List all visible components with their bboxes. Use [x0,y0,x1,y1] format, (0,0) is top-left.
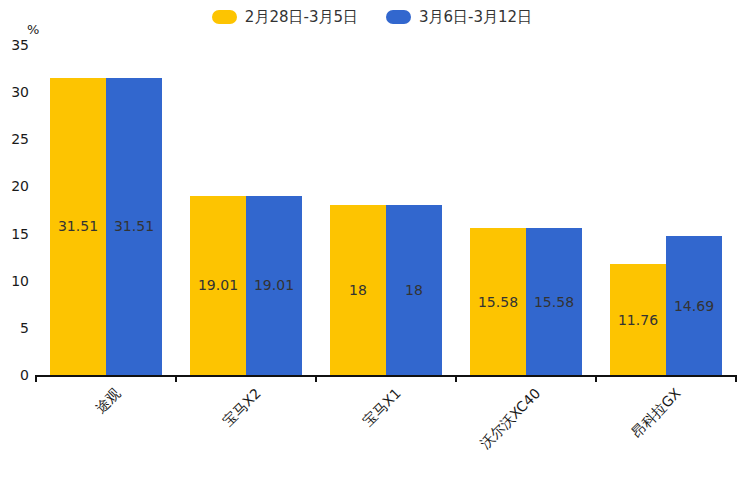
x-axis-tick [175,375,177,382]
x-axis-category-label: 沃尔沃XC40 [477,385,545,453]
bar-value-label: 14.69 [666,298,722,314]
bar-week2-宝马X1: 18 [386,205,442,375]
bar-week2-宝马X2: 19.01 [246,196,302,375]
x-axis-tick [315,375,317,382]
x-axis-tick [455,375,457,382]
y-tick-label: 25 [0,131,29,147]
bar-value-label: 19.01 [246,277,302,293]
bar-chart: 2月28日-3月5日 3月6日-3月12日 % 0 5 10 15 20 25 30 35 31… [0,0,744,496]
bar-week1-宝马X2: 19.01 [190,196,246,375]
y-tick-label: 5 [0,320,29,336]
legend-label-week2: 3月6日-3月12日 [419,8,532,26]
bar-value-label: 18 [330,282,386,298]
bar-value-label: 31.51 [106,218,162,234]
x-axis-tick [735,375,737,382]
bar-week2-途观: 31.51 [106,78,162,375]
bar-week1-昂科拉GX: 11.76 [610,264,666,375]
bar-week2-昂科拉GX: 14.69 [666,236,722,375]
bar-value-label: 31.51 [50,218,106,234]
x-axis-tick [595,375,597,382]
legend-label-week1: 2月28日-3月5日 [245,8,358,26]
bar-week1-途观: 31.51 [50,78,106,375]
x-axis-category-label: 宝马X1 [359,385,405,431]
legend-item-week1[interactable]: 2月28日-3月5日 [212,8,358,26]
y-tick-label: 35 [0,37,29,53]
legend-swatch-blue-icon [386,10,411,24]
y-tick-label: 10 [0,273,29,289]
bar-value-label: 15.58 [526,294,582,310]
x-axis-category-label: 宝马X2 [219,385,265,431]
bar-value-label: 18 [386,282,442,298]
bar-week1-沃尔沃XC40: 15.58 [470,228,526,375]
x-axis-line [36,375,736,377]
legend: 2月28日-3月5日 3月6日-3月12日 [0,8,744,26]
bar-value-label: 19.01 [190,277,246,293]
y-axis-unit-label: % [27,22,39,37]
y-tick-label: 0 [0,367,29,383]
x-axis-category-label: 昂科拉GX [628,385,685,442]
bar-week1-宝马X1: 18 [330,205,386,375]
bar-week2-沃尔沃XC40: 15.58 [526,228,582,375]
bar-value-label: 15.58 [470,294,526,310]
legend-swatch-yellow-icon [212,10,237,24]
y-tick-label: 15 [0,226,29,242]
x-axis-tick [35,375,37,382]
x-axis-category-label: 途观 [92,385,125,418]
y-tick-label: 30 [0,84,29,100]
y-tick-label: 20 [0,178,29,194]
bar-value-label: 11.76 [610,312,666,328]
legend-item-week2[interactable]: 3月6日-3月12日 [386,8,532,26]
